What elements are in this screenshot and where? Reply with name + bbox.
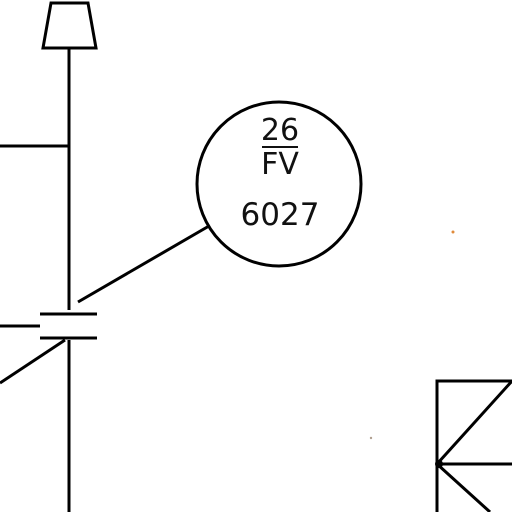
leader-line <box>77 224 210 304</box>
function-code-text: FV <box>261 147 299 182</box>
speck-mark-2 <box>369 436 373 440</box>
instrument-bubble <box>195 100 363 268</box>
box-diagonal-upper <box>435 379 512 466</box>
loop-number-text: 26 <box>261 113 299 148</box>
box-diagonal-lower <box>435 462 492 512</box>
tag-number-text: 6027 <box>241 197 320 233</box>
box-symbol <box>435 379 512 512</box>
diagonal-lower-left <box>0 338 66 385</box>
pipe-end-cap <box>41 1 98 50</box>
box-node <box>435 460 443 468</box>
speck-mark <box>451 230 455 234</box>
